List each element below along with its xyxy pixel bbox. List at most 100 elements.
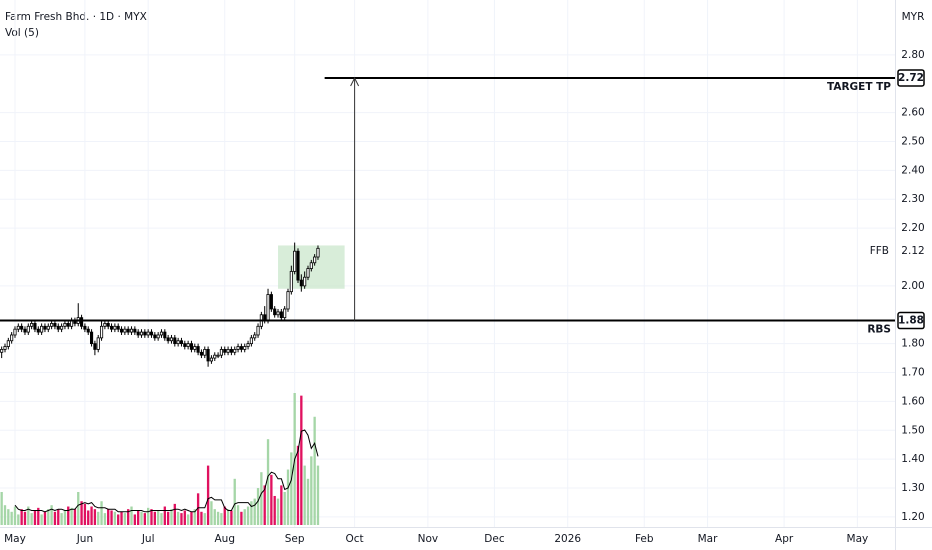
candle-body bbox=[26, 325, 30, 333]
candle-body bbox=[153, 334, 157, 339]
candle-body bbox=[303, 276, 307, 287]
volume-bar bbox=[133, 514, 137, 525]
candle-body bbox=[156, 334, 160, 339]
candle-body bbox=[219, 349, 223, 356]
volume-bar bbox=[33, 510, 37, 525]
candle-body bbox=[209, 357, 213, 362]
volume-bar bbox=[196, 493, 200, 525]
volume-bar bbox=[223, 506, 226, 525]
volume-bar bbox=[180, 513, 183, 525]
candle-body bbox=[66, 323, 70, 327]
x-tick-label: Apr bbox=[775, 533, 794, 545]
candle-body bbox=[276, 311, 280, 316]
volume-bar bbox=[87, 510, 90, 525]
volume-bar bbox=[110, 510, 113, 525]
candle-body bbox=[50, 323, 54, 327]
candle-body bbox=[83, 325, 87, 330]
volume-bar bbox=[117, 514, 120, 525]
candle-body bbox=[6, 340, 10, 347]
volume-bar bbox=[107, 509, 110, 525]
volume-bar bbox=[27, 506, 30, 525]
price-badge-label: 2.72 bbox=[898, 72, 924, 84]
candle-body bbox=[313, 256, 317, 264]
candle-body bbox=[306, 268, 310, 278]
volume-bar bbox=[130, 506, 133, 525]
volume-bar bbox=[286, 469, 290, 525]
volume-bar bbox=[206, 465, 210, 525]
candle-body bbox=[226, 349, 230, 353]
volume-bar bbox=[220, 513, 223, 525]
candle-body bbox=[309, 262, 313, 269]
candle-body bbox=[163, 331, 167, 339]
series-label: FFB bbox=[870, 245, 889, 257]
candle-body bbox=[53, 323, 57, 327]
candle-body bbox=[36, 328, 40, 333]
volume-bar bbox=[233, 478, 236, 525]
volume-bar bbox=[186, 514, 190, 525]
volume-bar bbox=[103, 513, 107, 525]
y-tick-label: 2.60 bbox=[901, 107, 924, 119]
y-tick-label: 1.80 bbox=[901, 338, 924, 350]
volume-bar bbox=[273, 495, 276, 525]
volume-bar bbox=[23, 511, 27, 525]
volume-bar bbox=[246, 506, 250, 525]
candle-body bbox=[93, 343, 97, 350]
candle-body bbox=[159, 331, 164, 336]
candle-body bbox=[60, 325, 64, 330]
candle-body bbox=[246, 343, 250, 347]
volume-bar bbox=[230, 510, 233, 525]
volume-bar bbox=[20, 509, 23, 525]
volume-bar bbox=[150, 509, 153, 525]
y-tick-label: 1.40 bbox=[901, 453, 924, 465]
y-tick-label: 2.20 bbox=[901, 222, 924, 234]
chart-title: Farm Fresh Bhd. · 1D · MYX bbox=[5, 11, 147, 23]
volume-bar bbox=[57, 509, 60, 525]
candle-body bbox=[236, 346, 240, 350]
volume-bar bbox=[137, 510, 140, 525]
x-tick-label: Aug bbox=[214, 533, 235, 545]
y-tick-label: 1.60 bbox=[901, 395, 924, 407]
indicator-label: Vol (5) bbox=[5, 27, 39, 39]
candle-body bbox=[123, 328, 127, 333]
volume-bar bbox=[313, 416, 316, 525]
candle-body bbox=[299, 279, 303, 287]
candle-body bbox=[266, 294, 270, 321]
candle-body bbox=[30, 323, 34, 327]
candle-body bbox=[119, 328, 124, 333]
candle-body bbox=[193, 346, 197, 350]
y-tick-label: 2.80 bbox=[901, 49, 924, 61]
candle-body bbox=[0, 349, 4, 353]
candle-body bbox=[243, 346, 247, 350]
candle-body bbox=[213, 354, 217, 359]
volume-bar bbox=[10, 511, 13, 525]
candle-body bbox=[139, 331, 144, 336]
volume-bar bbox=[290, 452, 293, 525]
candle-body bbox=[16, 325, 20, 330]
candle-body bbox=[89, 331, 94, 345]
candle-body bbox=[149, 331, 154, 336]
volume-bar bbox=[63, 510, 67, 525]
volume-bar bbox=[176, 511, 180, 525]
volume-bar bbox=[283, 492, 286, 525]
volume-bar bbox=[60, 513, 63, 525]
candle-body bbox=[3, 346, 7, 350]
volume-bar bbox=[3, 505, 7, 525]
candle-body bbox=[233, 349, 237, 353]
price-badge bbox=[897, 69, 925, 87]
candle-body bbox=[256, 325, 260, 336]
volume-bar bbox=[83, 503, 87, 525]
candle-body bbox=[126, 328, 130, 333]
candle-body bbox=[56, 325, 60, 330]
candle-body bbox=[43, 325, 47, 330]
volume-bar bbox=[316, 465, 320, 525]
candle-body bbox=[296, 250, 300, 281]
volume-bar bbox=[40, 514, 43, 525]
x-tick-label: Feb bbox=[635, 533, 654, 545]
volume-bar bbox=[310, 456, 313, 525]
candle-body bbox=[40, 325, 44, 333]
candle-body bbox=[143, 331, 147, 336]
volume-bar bbox=[80, 501, 83, 525]
arrow-head bbox=[350, 76, 360, 87]
volume-bar bbox=[140, 511, 143, 525]
volume-bar bbox=[113, 511, 117, 525]
